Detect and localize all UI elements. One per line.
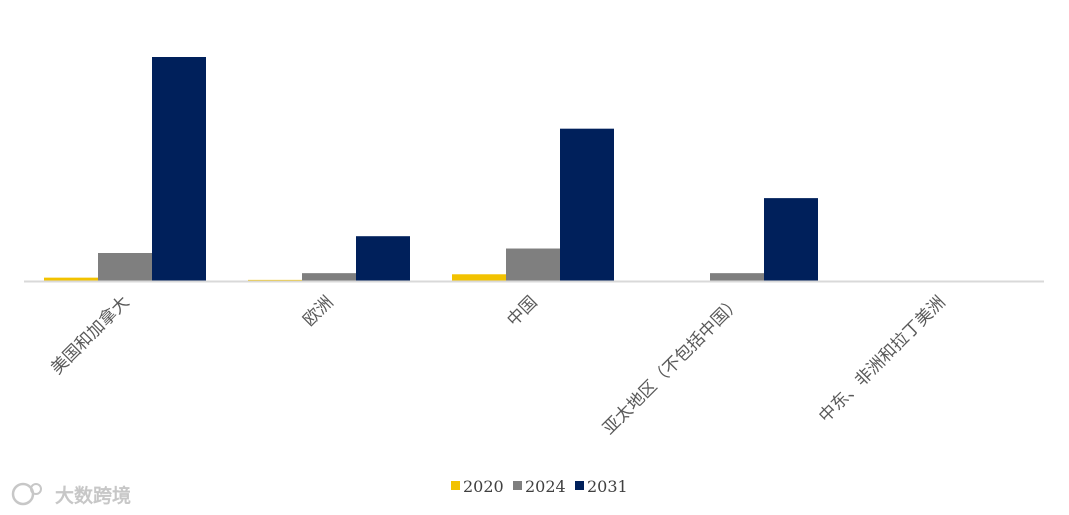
- bar-2031-4: [764, 198, 818, 281]
- category-label-1: 美国和加拿大: [47, 292, 134, 379]
- bars-group: [44, 57, 818, 281]
- legend-label-2031: 2031: [587, 477, 628, 496]
- category-labels-group: 美国和加拿大 欧洲 中国 亚太地区（不包括中国） 中东、非洲和拉丁美洲: [47, 292, 950, 439]
- bar-2031-2: [356, 236, 410, 281]
- category-label-3: 中国: [503, 292, 541, 330]
- category-label-4: 亚太地区（不包括中国）: [599, 292, 745, 438]
- legend-swatch-2031: [575, 481, 584, 490]
- category-label-5: 中东、非洲和拉丁美洲: [815, 292, 949, 426]
- bar-2024-1: [98, 253, 152, 281]
- bar-2020-3: [452, 274, 506, 281]
- legend: 2020 2024 2031: [451, 477, 628, 496]
- watermark-text: 大数跨境: [55, 484, 131, 507]
- bar-2024-2: [302, 273, 356, 281]
- legend-label-2020: 2020: [463, 477, 504, 496]
- legend-swatch-2020: [451, 481, 460, 490]
- watermark-logo-icon: [11, 482, 35, 506]
- bar-2020-1: [44, 277, 98, 281]
- bar-2020-2: [248, 279, 302, 281]
- watermark: 大数跨境: [11, 482, 131, 507]
- bar-2024-4: [710, 273, 764, 281]
- category-label-2: 欧洲: [299, 292, 337, 330]
- watermark-logo-icon-ring: [30, 483, 42, 495]
- legend-swatch-2024: [513, 481, 522, 490]
- legend-label-2024: 2024: [525, 477, 566, 496]
- bar-2031-3: [560, 128, 614, 281]
- bar-2024-3: [506, 248, 560, 281]
- bar-2031-1: [152, 57, 206, 281]
